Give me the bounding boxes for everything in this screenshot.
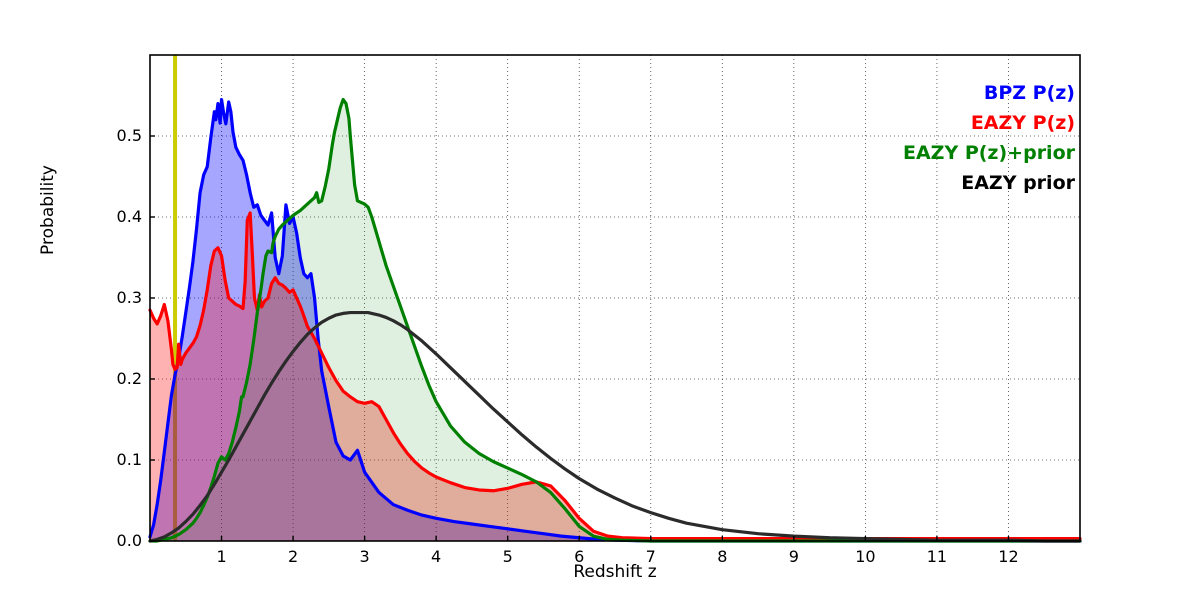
y-tick-label: 0.3 xyxy=(116,288,142,307)
series-line-3 xyxy=(148,310,1082,543)
axis-ticks xyxy=(150,135,1010,542)
y-tick-label: 0.1 xyxy=(116,450,142,469)
legend-item-2: EAZY P(z)+prior xyxy=(902,142,1075,164)
x-tick-label: 8 xyxy=(717,547,728,566)
series-fill-0 xyxy=(150,99,1080,542)
series-fill-2 xyxy=(150,99,1080,542)
x-tick-label: 4 xyxy=(431,547,442,566)
legend-item-1: EAZY P(z) xyxy=(970,112,1075,134)
x-tick-label: 10 xyxy=(855,547,876,566)
x-tick-label: 7 xyxy=(645,547,656,566)
x-tick-label: 6 xyxy=(574,547,585,566)
x-tick-label: 2 xyxy=(287,547,299,566)
series-line-1 xyxy=(148,211,1082,541)
y-tick-label: 0.0 xyxy=(116,531,142,550)
x-tick-label: 11 xyxy=(926,547,948,566)
legend: BPZ P(z) EAZY P(z) EAZY P(z)+prior EAZY pri… xyxy=(903,78,1075,198)
x-tick-label: 12 xyxy=(998,547,1019,566)
legend-item-3: EAZY prior xyxy=(961,172,1075,194)
x-tick-label: 1 xyxy=(216,547,227,566)
grid-lines xyxy=(150,55,1080,541)
series-line-2 xyxy=(148,97,1082,543)
series-fill-1 xyxy=(150,212,1080,541)
legend-item-0: BPZ P(z) xyxy=(983,82,1075,104)
y-tick-label: 0.5 xyxy=(116,126,142,145)
x-axis-title: Redshift z xyxy=(573,562,657,582)
x-tick-label: 9 xyxy=(788,547,799,566)
x-tick-label: 3 xyxy=(359,547,370,566)
y-axis-title: Probability xyxy=(38,165,58,255)
x-tick-label: 5 xyxy=(502,547,513,566)
y-tick-label: 0.4 xyxy=(116,207,142,226)
series-line-0 xyxy=(148,97,1082,543)
y-tick-label: 0.2 xyxy=(116,369,142,388)
